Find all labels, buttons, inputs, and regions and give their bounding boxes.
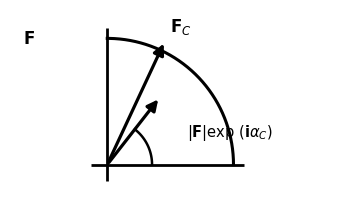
Text: $|\mathbf{F}|\exp\,(\mathbf{i}\alpha_C)$: $|\mathbf{F}|\exp\,(\mathbf{i}\alpha_C)$ bbox=[187, 122, 273, 142]
Text: $\mathbf{F}$: $\mathbf{F}$ bbox=[23, 30, 35, 48]
Text: $\mathbf{F}_C$: $\mathbf{F}_C$ bbox=[170, 17, 192, 37]
